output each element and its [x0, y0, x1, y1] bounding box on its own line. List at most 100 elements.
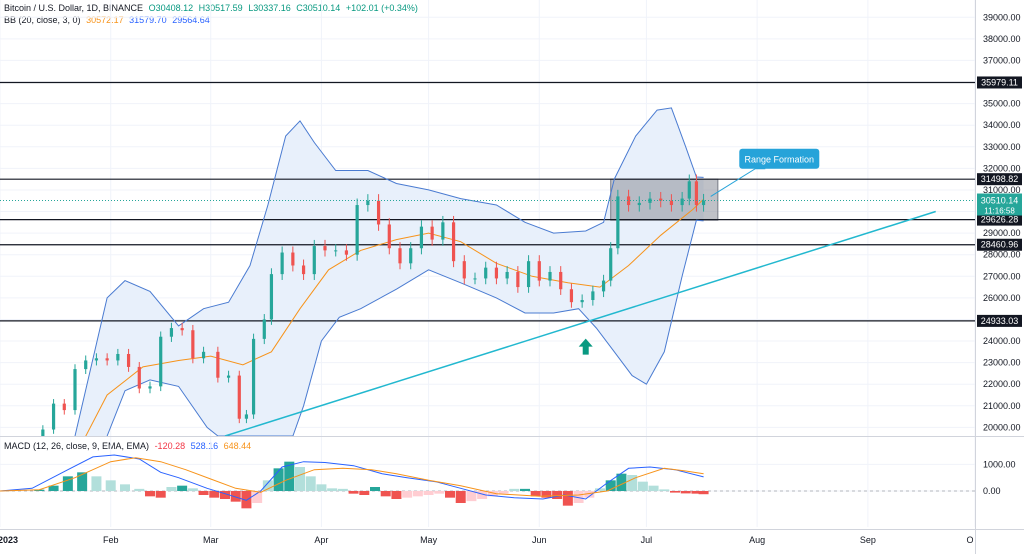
- candle-body: [344, 250, 349, 255]
- candle-body: [473, 278, 477, 280]
- candle-body: [494, 267, 499, 279]
- candle-body: [398, 248, 402, 264]
- price-tick-label: 29000.00: [983, 228, 1021, 238]
- macd-histogram-bar: [262, 480, 273, 491]
- macd-histogram-bar: [423, 491, 434, 495]
- macd-histogram-bar: [627, 475, 638, 491]
- bb-label: BB (20, close, 3, 0): [4, 15, 81, 25]
- level-badge: [977, 76, 1022, 89]
- candle-body: [191, 330, 195, 359]
- price-tick-label: 31000.00: [983, 185, 1021, 195]
- macd-histogram-bar: [659, 489, 670, 491]
- macd-histogram-bar: [670, 491, 680, 493]
- candle-body: [409, 248, 413, 264]
- candle-body: [687, 181, 691, 199]
- macd-histogram-bar: [445, 491, 455, 498]
- level-badge-label: 28460.96: [981, 240, 1019, 250]
- close-value: C30510.14: [296, 3, 341, 13]
- range-box: [610, 178, 719, 221]
- macd-pane: [0, 454, 975, 509]
- macd-histogram-bar: [305, 476, 316, 491]
- macd-histogram-bar: [691, 491, 702, 494]
- macd-histogram-bar: [455, 491, 466, 503]
- bb-upper-line: [74, 107, 704, 436]
- price-pane: [0, 81, 975, 436]
- candle-body: [626, 196, 631, 206]
- level-badge: [977, 173, 1022, 186]
- candle-body: [366, 200, 370, 206]
- current-price-badge: [977, 193, 1022, 216]
- candle-body: [669, 200, 674, 206]
- price-tick-label: 23000.00: [983, 358, 1021, 368]
- candle-body: [484, 267, 488, 279]
- candle-body: [169, 328, 174, 337]
- bb-upper-value: 31579.70: [129, 15, 167, 25]
- candle-body: [84, 360, 88, 370]
- macd-histogram-bar: [477, 491, 488, 499]
- candle-body: [201, 351, 206, 359]
- candle-body: [505, 271, 509, 279]
- candle-body: [648, 198, 652, 203]
- macd-hist-value: -120.28: [154, 441, 186, 451]
- macd-histogram-bar: [520, 488, 530, 491]
- macd-histogram-bar: [316, 484, 327, 491]
- macd-histogram-bar: [273, 468, 284, 491]
- time-tick-label: Aug: [749, 535, 765, 545]
- candle-body: [637, 202, 641, 206]
- macd-histogram-bar: [209, 491, 220, 498]
- candle-body: [355, 205, 359, 255]
- candle-body: [280, 252, 284, 275]
- price-tick-label: 21000.00: [983, 401, 1021, 411]
- candle-body: [334, 250, 338, 252]
- macd-histogram-bar: [584, 491, 595, 498]
- candle-body: [580, 300, 584, 303]
- price-tick-label: 28000.00: [983, 250, 1021, 260]
- price-tick-label: 24000.00: [983, 336, 1021, 346]
- candle-body: [659, 198, 663, 201]
- macd-histogram-bar: [105, 480, 116, 491]
- macd-histogram-bar: [509, 488, 520, 491]
- macd-histogram-bar: [359, 491, 370, 495]
- candle-body: [159, 336, 163, 387]
- level-badge: [977, 213, 1022, 226]
- macd-histogram-bar: [434, 491, 445, 494]
- time-tick-label: Apr: [314, 535, 328, 545]
- macd-histogram-bar: [284, 461, 295, 491]
- candle-body: [323, 246, 327, 251]
- candle-body: [419, 226, 424, 249]
- bb-band-fill: [75, 107, 704, 436]
- candle-body: [269, 274, 274, 320]
- candle-body: [94, 358, 99, 361]
- candle-body: [226, 375, 231, 378]
- candle-body: [441, 222, 445, 240]
- price-tick-label: 20000.00: [983, 422, 1021, 432]
- candle-body: [526, 261, 531, 288]
- price-tick-label: 27000.00: [983, 271, 1021, 281]
- candle-body: [591, 291, 595, 301]
- macd-line: [0, 454, 704, 501]
- candle-body: [430, 226, 434, 240]
- macd-histogram-bar: [552, 491, 563, 499]
- bb-legend: BB (20, close, 3, 0) 30572.17 31579.70 2…: [4, 15, 213, 25]
- macd-histogram-bar: [34, 489, 45, 491]
- macd-histogram-bar: [241, 491, 252, 509]
- current-price-text: 30510.14: [981, 196, 1019, 206]
- candle-body: [616, 196, 620, 249]
- macd-tick-label: 0.00: [983, 486, 1001, 496]
- candle-body: [262, 319, 266, 339]
- bb-basis-value: 30572.17: [86, 15, 124, 25]
- macd-label: MACD (12, 26, close, 9, EMA, EMA): [4, 441, 150, 451]
- time-tick-label: Mar: [203, 535, 219, 545]
- macd-histogram-bar: [327, 488, 338, 491]
- time-tick-label: Sep: [860, 535, 876, 545]
- macd-histogram-bar: [252, 491, 263, 503]
- price-tick-label: 26000.00: [983, 293, 1021, 303]
- macd-histogram-bar: [466, 491, 477, 502]
- macd-histogram-bar: [155, 491, 166, 498]
- countdown-text: 11:16:58: [984, 207, 1015, 216]
- candle-body: [680, 198, 684, 206]
- candle-body: [301, 265, 306, 275]
- macd-histogram-bar: [595, 488, 605, 491]
- macd-histogram-bar: [166, 487, 177, 491]
